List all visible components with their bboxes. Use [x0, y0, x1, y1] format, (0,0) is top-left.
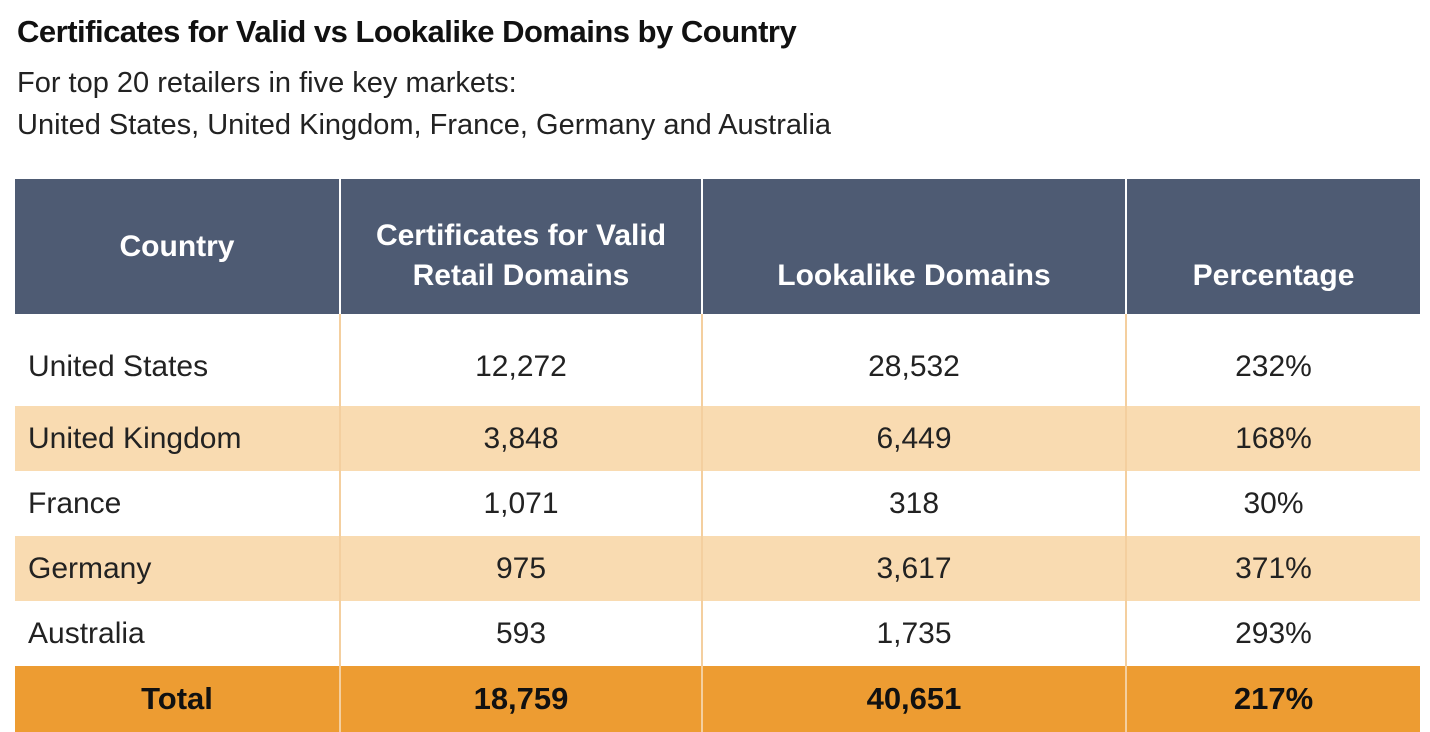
total-percentage: 217%: [1125, 666, 1420, 732]
table-header-row: Country Certificates for Valid Retail Dom…: [15, 179, 1420, 314]
cell-lookalike: 6,449: [701, 406, 1126, 471]
cell-certificates: 3,848: [339, 406, 702, 471]
cell-country: United States: [28, 350, 209, 383]
total-label: Total: [15, 666, 340, 732]
country-certificates-table: Country Certificates for Valid Retail Dom…: [15, 179, 1420, 732]
chart-subtitle-line-2: United States, United Kingdom, France, G…: [17, 109, 832, 141]
total-row: Total 18,759 40,651 217%: [15, 666, 1420, 732]
table-row: Australia 593 1,735 293%: [15, 601, 1420, 666]
column-header-percentage: Percentage: [1125, 179, 1420, 314]
cell-certificates: 12,272: [339, 314, 702, 406]
cell-certificates: 975: [339, 536, 702, 601]
cell-country: United Kingdom: [15, 406, 340, 471]
cell-country: Germany: [15, 536, 340, 601]
table-row: Germany 975 3,617 371%: [15, 536, 1420, 601]
column-header-certificates: Certificates for Valid Retail Domains: [339, 179, 702, 314]
column-header-lookalike: Lookalike Domains: [701, 179, 1126, 314]
chart-subtitle-line-1: For top 20 retailers in five key markets…: [17, 67, 517, 99]
cell-percentage: 293%: [1125, 601, 1420, 666]
total-certificates: 18,759: [339, 666, 702, 732]
table-row: United Kingdom 3,848 6,449 168%: [15, 406, 1420, 471]
table-row: France 1,071 318 30%: [15, 471, 1420, 536]
cell-lookalike: 318: [701, 471, 1126, 536]
column-header-country: Country: [15, 179, 340, 314]
cell-percentage: 232%: [1125, 314, 1420, 406]
column-header-certificates-line-2: Retail Domains: [412, 259, 630, 292]
cell-lookalike: 1,735: [701, 601, 1126, 666]
cell-certificates: 593: [339, 601, 702, 666]
cell-percentage: 371%: [1125, 536, 1420, 601]
table-row: United States 12,272 28,532 232%: [15, 314, 1420, 406]
cell-lookalike: 28,532: [701, 314, 1126, 406]
total-lookalike: 40,651: [701, 666, 1126, 732]
cell-country: Australia: [28, 616, 145, 650]
cell-percentage: 30%: [1125, 471, 1420, 536]
cell-lookalike: 3,617: [701, 536, 1126, 601]
column-header-certificates-line-1: Certificates for Valid: [375, 219, 667, 252]
cell-certificates: 1,071: [339, 471, 702, 536]
cell-country: France: [28, 486, 122, 520]
cell-percentage: 168%: [1125, 406, 1420, 471]
chart-title: Certificates for Valid vs Lookalike Doma…: [17, 14, 797, 49]
